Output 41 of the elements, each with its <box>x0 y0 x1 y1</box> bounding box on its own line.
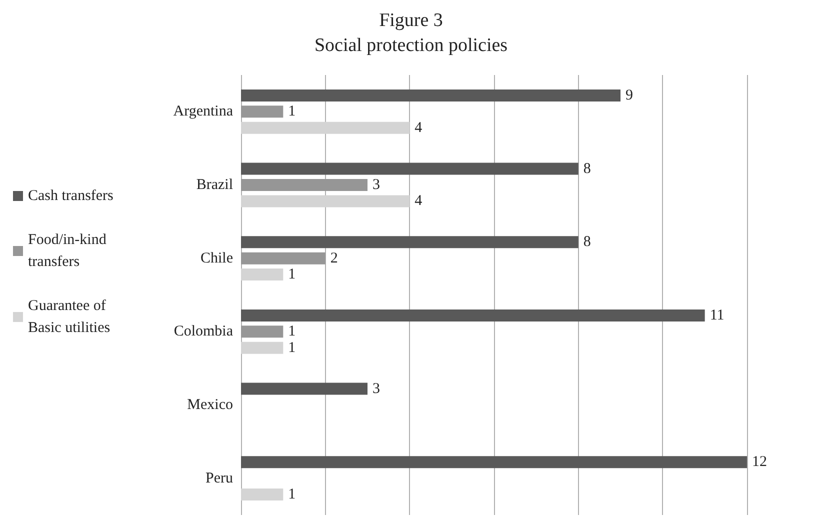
data-label: 1 <box>288 324 296 340</box>
y-tick-label: Colombia <box>174 324 234 340</box>
bar <box>241 179 368 191</box>
bar <box>241 309 705 322</box>
legend-label: Food/in-kind transfers <box>28 232 110 270</box>
y-tick-label: Argentina <box>173 104 234 120</box>
y-tick-label: Peru <box>206 470 234 486</box>
bar <box>241 236 578 248</box>
bar <box>241 382 368 395</box>
data-label: 3 <box>372 177 380 193</box>
bar <box>241 89 620 102</box>
bar <box>241 456 747 468</box>
chart-subtitle: Social protection policies <box>314 35 508 56</box>
legend-label: Guarantee of Basic utilities <box>28 298 110 336</box>
data-label: 8 <box>583 234 591 250</box>
data-label: 4 <box>414 120 423 136</box>
data-label: 1 <box>288 340 296 356</box>
bar <box>241 162 578 175</box>
bar <box>241 268 284 281</box>
chart-title: Figure 3 <box>379 10 443 31</box>
bar <box>241 106 284 118</box>
data-label: 1 <box>288 104 296 120</box>
y-tick-label: Chile <box>200 250 234 266</box>
legend-label: Cash transfers <box>28 188 114 204</box>
bar <box>241 342 284 354</box>
bar <box>241 326 284 338</box>
data-label: 1 <box>288 266 296 283</box>
y-tick-label: Mexico <box>187 397 233 413</box>
data-label: 2 <box>330 250 338 266</box>
bar <box>241 122 410 134</box>
data-label: 1 <box>288 486 296 503</box>
y-tick-label: Brazil <box>196 177 233 193</box>
data-label: 4 <box>414 193 423 210</box>
data-label: 11 <box>710 307 724 324</box>
data-label: 8 <box>583 160 591 177</box>
bar <box>241 195 410 208</box>
data-label: 9 <box>626 87 633 104</box>
data-label: 3 <box>372 380 380 397</box>
bar <box>241 252 326 264</box>
bar <box>241 488 284 501</box>
data-label: 12 <box>752 454 767 470</box>
